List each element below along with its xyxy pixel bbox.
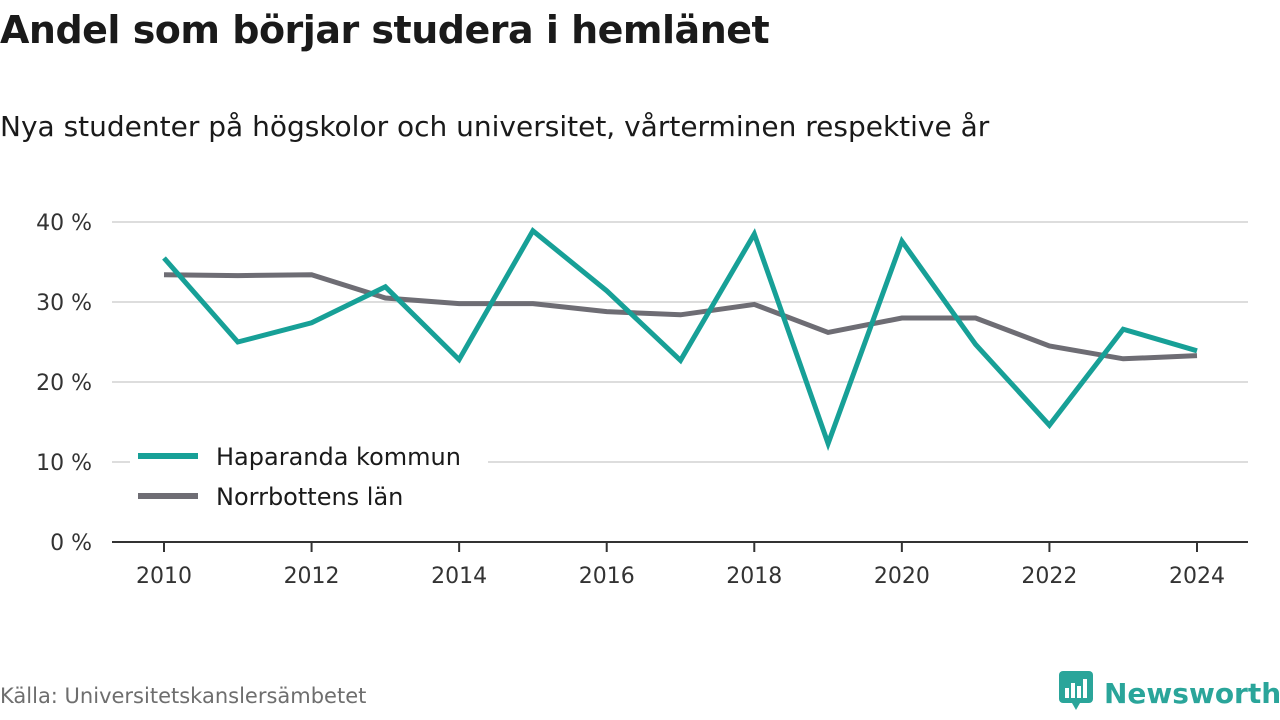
y-tick-label: 40 % xyxy=(36,211,92,236)
y-tick-label: 0 % xyxy=(50,531,92,556)
y-tick-label: 20 % xyxy=(36,371,92,396)
y-tick-label: 10 % xyxy=(36,451,92,476)
series-line-norrbottens-l-n xyxy=(163,272,1198,362)
legend-label: Norrbottens län xyxy=(216,483,403,511)
brand-logo: Newsworthy xyxy=(1058,670,1280,716)
series-lines xyxy=(162,227,1198,452)
x-tick-label: 2010 xyxy=(136,564,192,589)
legend: Haparanda kommun Norrbottens län xyxy=(130,432,488,520)
series-line-haparanda-kommun xyxy=(162,227,1198,452)
x-tick-label: 2022 xyxy=(1021,564,1077,589)
brand-name: Newsworthy xyxy=(1104,676,1280,710)
chart-subtitle: Nya studenter på högskolor och universit… xyxy=(0,110,990,143)
chart-title: Andel som börjar studera i hemlänet xyxy=(0,8,770,52)
bar-chart-speech-icon xyxy=(1058,670,1094,716)
x-tick-label: 2014 xyxy=(431,564,487,589)
x-tick-label: 2016 xyxy=(579,564,635,589)
legend-background xyxy=(130,432,488,520)
y-axis-ticks: 0 % 10 % 20 % 30 % 40 % xyxy=(36,211,92,556)
legend-label: Haparanda kommun xyxy=(216,443,461,471)
x-tick-label: 2018 xyxy=(726,564,782,589)
x-tick-label: 2020 xyxy=(874,564,930,589)
x-axis: 2010 2012 2014 2016 2018 2020 2022 2024 xyxy=(112,541,1248,589)
source-note: Källa: Universitetskanslersämbetet xyxy=(0,684,367,708)
gridlines xyxy=(112,221,1248,463)
y-tick-label: 30 % xyxy=(36,291,92,316)
x-tick-label: 2012 xyxy=(284,564,340,589)
x-tick-label: 2024 xyxy=(1169,564,1225,589)
